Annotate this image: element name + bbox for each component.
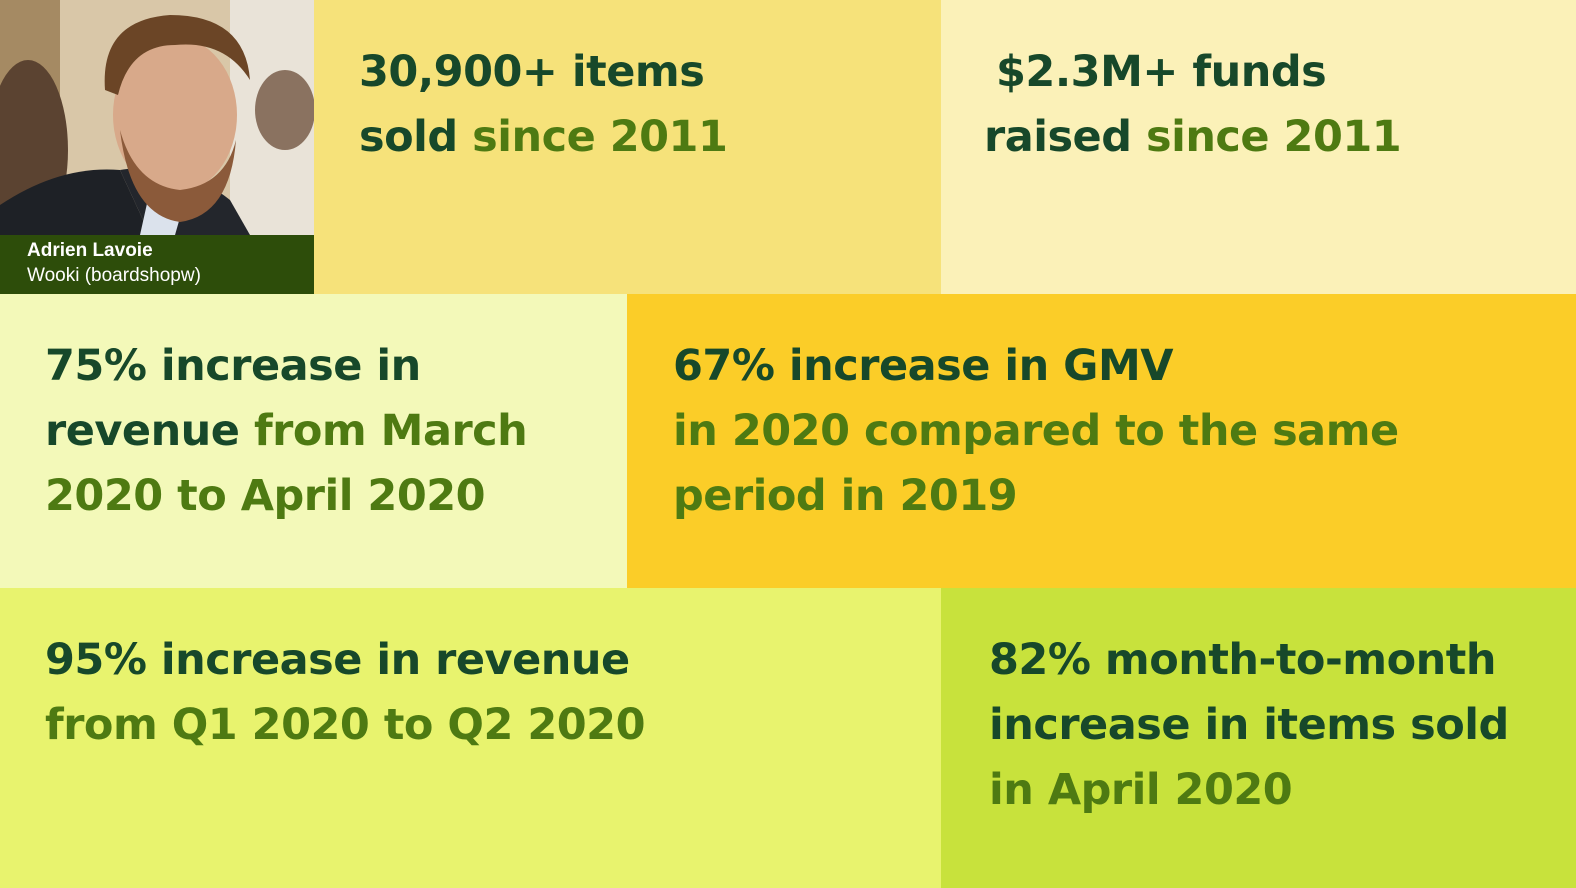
stat-items-82-tile: 82% month-to-month increase in items sol… <box>941 588 1576 888</box>
stat-gmv-67-period: period in 2019 <box>673 471 1018 521</box>
stat-items-sold-detail: since 2011 <box>472 112 728 162</box>
profile-company: Wooki (boardshopw) <box>27 265 201 286</box>
stat-funds-raised-strong: raised <box>984 112 1132 162</box>
profile-name: Adrien Lavoie <box>27 240 153 261</box>
stat-revenue-75-period: 2020 to April 2020 <box>45 471 486 521</box>
stat-gmv-67-headline: 67% increase in GMV <box>673 341 1174 391</box>
stat-items-sold-strong: sold <box>359 112 458 162</box>
stat-revenue-95-detail: from Q1 2020 to Q2 2020 <box>45 700 646 750</box>
stat-items-82-text: 82% month-to-month increase in items sol… <box>989 628 1509 823</box>
stat-items-sold-text: 30,900+ items sold since 2011 <box>359 40 728 170</box>
stat-revenue-95-headline: 95% increase in revenue <box>45 635 630 685</box>
stat-revenue-95-tile: 95% increase in revenue from Q1 2020 to … <box>0 588 941 888</box>
stat-revenue-95-text: 95% increase in revenue from Q1 2020 to … <box>45 628 646 758</box>
stat-funds-raised-headline: $2.3M+ funds <box>996 47 1327 97</box>
stat-gmv-67-detail: in 2020 compared to the same <box>673 406 1399 456</box>
stat-gmv-67-text: 67% increase in GMV in 2020 compared to … <box>673 334 1399 529</box>
stat-revenue-75-tile: 75% increase in revenue from March 2020 … <box>0 294 627 588</box>
stat-funds-raised-text: $2.3M+ funds raised since 2011 <box>984 40 1402 170</box>
stat-revenue-75-headline: 75% increase in <box>45 341 421 391</box>
stat-items-82-detail: increase in items sold <box>989 700 1509 750</box>
profile-photo-tile: Adrien Lavoie Wooki (boardshopw) <box>0 0 314 294</box>
stat-revenue-75-strong: revenue <box>45 406 240 456</box>
stat-gmv-67-tile: 67% increase in GMV in 2020 compared to … <box>627 294 1576 588</box>
stat-items-82-period: in April 2020 <box>989 765 1293 815</box>
stat-items-sold-headline: 30,900+ items <box>359 47 705 97</box>
stat-revenue-75-detail: from March <box>253 406 528 456</box>
stat-revenue-75-text: 75% increase in revenue from March 2020 … <box>45 334 528 529</box>
stat-funds-raised-detail: since 2011 <box>1145 112 1402 162</box>
profile-caption: Adrien Lavoie Wooki (boardshopw) <box>0 235 314 294</box>
stat-items-sold-tile: 30,900+ items sold since 2011 <box>314 0 941 294</box>
stat-funds-raised-tile: $2.3M+ funds raised since 2011 <box>941 0 1576 294</box>
profile-photo <box>0 0 314 235</box>
stat-items-82-headline: 82% month-to-month <box>989 635 1496 685</box>
